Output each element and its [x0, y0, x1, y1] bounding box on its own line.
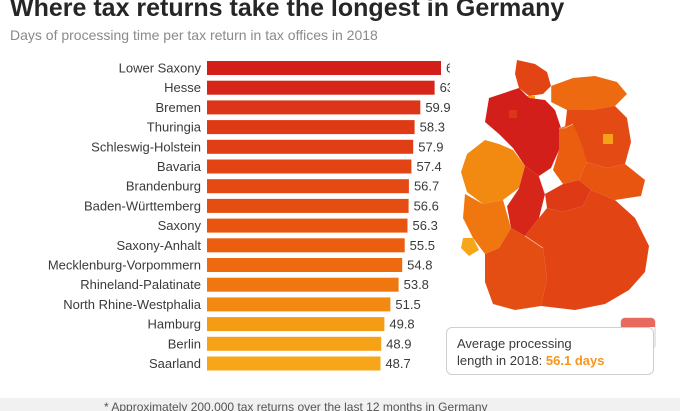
bar	[207, 159, 412, 174]
map-north-rhine-westphalia	[461, 140, 525, 204]
map-saarland	[461, 238, 479, 256]
bar	[207, 198, 409, 213]
value-label: 55.5	[410, 238, 435, 253]
footer: * Approximately 200,000 tax returns over…	[0, 398, 680, 411]
germany-map	[461, 60, 649, 310]
map-thuringia	[545, 180, 591, 212]
category-label: Schleswig-Holstein	[91, 139, 201, 154]
value-label: 57.4	[416, 159, 441, 174]
value-label: 58.3	[420, 120, 445, 135]
bar	[207, 356, 381, 371]
callout-average-value: 56.1 days	[545, 353, 605, 368]
category-label: Bavaria	[157, 159, 202, 174]
category-label: Berlin	[168, 336, 201, 351]
category-label: Thuringia	[147, 120, 202, 135]
bar	[207, 336, 382, 351]
value-label: 49.8	[389, 317, 414, 332]
category-label: Saxony	[158, 218, 202, 233]
bar	[207, 120, 415, 135]
value-label: 53.8	[404, 277, 429, 292]
map-saxony	[579, 162, 645, 200]
bar	[207, 297, 391, 312]
value-label: 48.7	[385, 356, 410, 371]
category-label: North Rhine-Westphalia	[63, 297, 202, 312]
category-label: Rhineland-Palatinate	[80, 277, 201, 292]
value-label: 56.7	[414, 179, 439, 194]
footer-note: * Approximately 200,000 tax returns over…	[104, 400, 488, 411]
value-label: 59.9	[425, 100, 450, 115]
value-label: 51.5	[395, 297, 420, 312]
map-berlin	[603, 134, 613, 144]
bar	[207, 61, 441, 75]
value-label: 63.9	[440, 80, 450, 95]
category-label: Saarland	[149, 356, 201, 371]
map-mecklenburg-vorpommern	[551, 76, 627, 110]
bar	[207, 179, 409, 194]
value-label: 48.9	[386, 336, 411, 351]
bar	[207, 218, 408, 233]
category-label: Hesse	[164, 80, 201, 95]
map-bremen	[509, 110, 517, 118]
value-label: 56.6	[414, 198, 439, 213]
category-label: Mecklenburg-Vorpommern	[48, 258, 201, 273]
callout-line-1: Average processing	[457, 336, 572, 351]
callout-line-2: length in 2018: 56.1 days	[457, 352, 643, 369]
map-bavaria	[525, 190, 649, 310]
category-label: Baden-Württemberg	[84, 198, 201, 213]
bar-chart: Lower Saxony 65.7 Hesse 63.9 Bremen 59.9 Thuri…	[48, 61, 450, 372]
category-label: Bremen	[155, 100, 201, 115]
bar	[207, 80, 435, 95]
chart-title: Where tax returns take the longest in Ge…	[10, 0, 565, 22]
category-label: Hamburg	[148, 317, 201, 332]
bar	[207, 317, 385, 332]
map-lower-saxony	[485, 88, 561, 176]
value-label: 57.9	[418, 139, 443, 154]
value-label: 65.7	[446, 61, 450, 76]
map-schleswig-holstein	[515, 60, 551, 96]
value-label: 54.8	[407, 258, 432, 273]
map-saxony-anhalt	[553, 124, 587, 184]
chart-subtitle: Days of processing time per tax return i…	[10, 27, 378, 43]
category-label: Brandenburg	[126, 179, 201, 194]
category-label: Saxony-Anhalt	[116, 238, 201, 253]
category-label: Lower Saxony	[119, 61, 202, 76]
bar	[207, 258, 403, 272]
average-callout: Average processing length in 2018: 56.1 …	[446, 327, 654, 375]
bar	[207, 139, 414, 154]
map-baden-wuerttemberg	[485, 228, 547, 310]
map-hesse	[507, 166, 545, 236]
bar	[207, 277, 399, 292]
bar	[207, 100, 421, 115]
bar	[207, 238, 405, 253]
callout-prefix: length in 2018:	[457, 353, 546, 368]
value-label: 56.3	[413, 218, 438, 233]
map-rhineland-palatinate	[463, 194, 511, 254]
